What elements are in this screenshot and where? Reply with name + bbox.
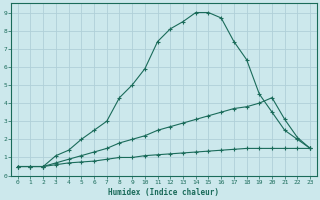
X-axis label: Humidex (Indice chaleur): Humidex (Indice chaleur) — [108, 188, 220, 197]
